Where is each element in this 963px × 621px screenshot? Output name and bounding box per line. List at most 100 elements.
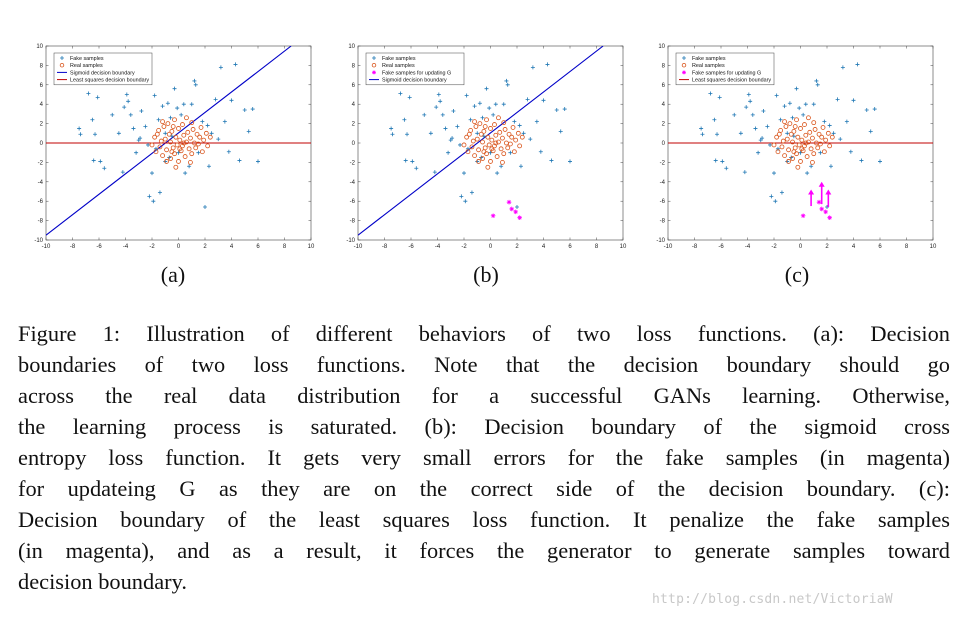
- sigmoid-decision-boundary: [46, 46, 292, 236]
- legend-label: Fake samples for updating G: [382, 70, 451, 76]
- real-sample-point: [470, 138, 476, 144]
- real-sample-point: [493, 140, 499, 146]
- y-tick-label: 0: [40, 141, 44, 147]
- real-sample-point: [177, 146, 183, 152]
- real-sample-point: [160, 119, 166, 125]
- real-sample-point: [806, 115, 811, 121]
- real-sample-point: [787, 121, 793, 126]
- real-sample-point: [500, 160, 505, 165]
- fake-sample-point: [717, 95, 722, 100]
- x-tick-label: 8: [283, 244, 287, 250]
- fake-sample-point: [528, 137, 533, 142]
- real-sample-point: [786, 147, 791, 153]
- x-tick-label: 6: [568, 244, 572, 250]
- x-tick-label: -2: [461, 244, 467, 250]
- fake-sample-point: [436, 92, 441, 97]
- x-tick-label: -4: [745, 244, 751, 250]
- fake-sample-point: [774, 93, 779, 98]
- fake-sample-point: [814, 78, 819, 83]
- update-arrow-head: [818, 181, 825, 187]
- fake-sample-point: [131, 126, 136, 131]
- y-tick-label: 10: [348, 44, 355, 50]
- fake-sample-point: [434, 105, 439, 110]
- fake-sample-point: [181, 102, 186, 107]
- y-tick-label: 10: [36, 44, 43, 50]
- real-sample-point: [794, 117, 799, 123]
- real-sample-point: [825, 130, 831, 136]
- y-tick-label: -2: [350, 160, 356, 166]
- fake-sample-for-updating-g-point: [506, 199, 512, 205]
- fake-sample-point: [242, 108, 247, 113]
- fake-sample-point: [864, 108, 869, 113]
- real-sample-point: [488, 159, 493, 164]
- y-tick-label: -6: [660, 199, 666, 205]
- fake-sample-point: [545, 62, 550, 67]
- fake-sample-point: [126, 99, 131, 104]
- y-tick-label: -2: [660, 160, 666, 166]
- real-sample-point: [480, 139, 485, 145]
- real-sample-point: [189, 120, 195, 126]
- y-tick-label: 4: [352, 102, 356, 108]
- real-sample-point: [169, 128, 175, 134]
- real-sample-point: [796, 142, 802, 148]
- legend-real-marker: [681, 63, 687, 68]
- x-tick-label: 2: [825, 244, 829, 250]
- lines-layer: [358, 46, 604, 236]
- real-sample-point: [152, 134, 158, 140]
- legend-real-marker: [371, 63, 377, 68]
- real-sample-point: [817, 141, 823, 147]
- fake-sample-point: [203, 205, 207, 210]
- fake-sample-point: [712, 117, 717, 122]
- y-tick-label: 8: [40, 63, 44, 69]
- real-sample-point: [170, 145, 176, 151]
- x-tick-label: 10: [308, 244, 315, 250]
- legend-label: Least squares decision boundary: [70, 78, 149, 84]
- real-sample-point: [792, 124, 798, 129]
- real-sample-point: [188, 135, 193, 141]
- fake-sample-point: [775, 146, 780, 151]
- x-tick-label: -10: [354, 244, 363, 250]
- fake-sample-point: [147, 194, 152, 199]
- fake-sample-point: [822, 119, 827, 124]
- plot-area: -10-10 -8 -8 -6 -6 -4 -4 -2 -2 0 0 2 2 4 4 6 6 8 8 10 10 Fake…: [346, 44, 627, 250]
- fake-sample-for-updating-g-point: [509, 206, 514, 212]
- fake-sample-point: [77, 126, 82, 131]
- fake-sample-point: [508, 150, 513, 155]
- fake-sample-point: [838, 137, 843, 142]
- fake-sample-point: [765, 124, 770, 129]
- x-tick-label: 8: [905, 244, 909, 250]
- fake-sample-point: [91, 158, 96, 163]
- fake-sample-point: [226, 149, 231, 154]
- x-tick-label: 4: [542, 244, 546, 250]
- fake-sample-point: [163, 131, 168, 136]
- fake-sample-point: [172, 86, 177, 91]
- subfigure-label-a: (a): [160, 262, 186, 287]
- fake-sample-point: [98, 159, 103, 164]
- real-sample-point: [775, 149, 781, 155]
- real-sample-point: [498, 146, 504, 152]
- x-tick-label: 10: [620, 244, 627, 250]
- real-sample-point: [161, 124, 167, 129]
- y-tick-label: 6: [352, 83, 356, 89]
- real-sample-point: [480, 156, 485, 161]
- y-tick-label: -2: [38, 160, 44, 166]
- real-sample-point: [199, 149, 205, 155]
- real-sample-point: [205, 143, 211, 149]
- y-tick-label: -4: [660, 180, 666, 186]
- real-sample-point: [776, 131, 782, 137]
- fake-sample-point: [475, 131, 480, 136]
- fake-sample-point: [568, 159, 572, 164]
- fake-sample-point: [446, 150, 451, 155]
- real-sample-point: [778, 127, 784, 133]
- fake-sample-point: [515, 205, 519, 210]
- fake-sample-point: [124, 92, 129, 97]
- caption-line: decision boundary.: [18, 569, 187, 594]
- real-sample-point: [157, 144, 163, 150]
- x-tick-label: 0: [177, 244, 181, 250]
- real-sample-point: [176, 159, 181, 164]
- fake-sample-point: [246, 129, 251, 134]
- real-sample-point: [489, 146, 495, 152]
- fake-sample-point: [152, 93, 157, 98]
- fake-sample-for-updating-g-point: [490, 213, 496, 219]
